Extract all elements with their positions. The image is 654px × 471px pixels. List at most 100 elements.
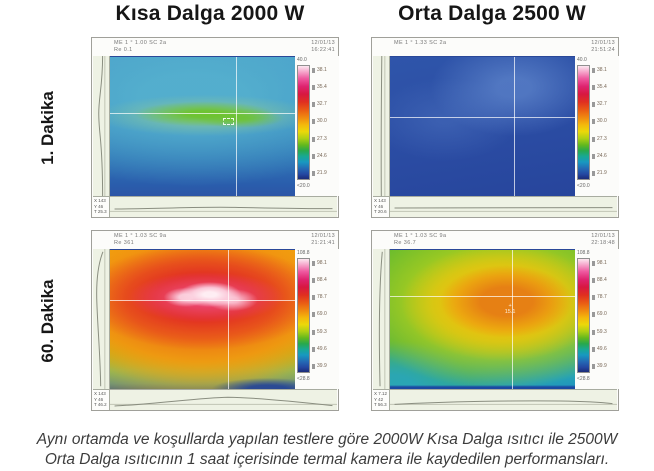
crosshair-vertical-line xyxy=(235,57,237,196)
figure-caption-line2: Orta Dalga ısıtıcının 1 saat içerisinde … xyxy=(44,451,610,468)
color-scale: 40.0 38.1 35.4 32.7 30.0 27.3 24.6 21.9 <20.0 xyxy=(295,56,339,196)
record-date: 12/01/13 xyxy=(311,40,335,46)
cursor-readout-y: Y 46 xyxy=(94,203,104,209)
thermal-image xyxy=(110,249,295,389)
scale-tick-label: 38.1 xyxy=(592,68,618,73)
vertical-profile-curve xyxy=(373,56,389,196)
scale-tick-label: 32.7 xyxy=(592,102,618,108)
vertical-profile-plot xyxy=(93,249,110,389)
scale-tick-label: 98.1 xyxy=(312,261,338,266)
cursor-readout-x: X 143 xyxy=(94,391,106,396)
crosshair-horizontal-line xyxy=(110,300,295,302)
camera-settings-line1: ME 1 ° 1.00 SC 2a xyxy=(114,40,167,46)
cursor-temperature-label: 15.1 xyxy=(505,303,516,315)
cursor-readout-x: X 143 xyxy=(374,198,386,203)
record-date: 12/01/13 xyxy=(591,233,615,239)
scale-tick-label: 24.6 xyxy=(592,153,618,159)
thermal-image xyxy=(390,56,575,196)
camera-settings-line1: ME 1 ° 1.33 SC 2a xyxy=(394,40,447,46)
timestamp-text: 12/01/13 22:18:48 xyxy=(591,233,615,247)
scale-tick-label: 78.7 xyxy=(592,295,618,301)
vertical-profile-plot xyxy=(373,249,390,389)
camera-settings-line1: ME 1 ° 1.03 SC 9a xyxy=(114,233,167,239)
color-scale-bar xyxy=(577,258,590,373)
camera-settings-line2: Re 361 xyxy=(114,240,135,246)
scale-tick-label: 88.4 xyxy=(592,278,618,284)
cursor-readout-box: X 143 Y 46 T 46.2 xyxy=(93,389,110,410)
camera-settings-text: ME 1 ° 1.03 SC 9a Re 36.7 xyxy=(394,233,446,247)
horizontal-profile-curve xyxy=(390,390,617,410)
camera-settings-line2: Re 36.7 xyxy=(394,240,417,246)
scale-max-label: 108.8 xyxy=(297,250,310,256)
scale-max-label: 40.0 xyxy=(297,57,307,63)
cursor-readout-x: X 143 xyxy=(94,198,106,203)
crosshair-vertical-line xyxy=(512,250,514,389)
scale-tick-label: 98.1 xyxy=(592,261,618,266)
horizontal-profile-curve xyxy=(110,197,337,217)
record-time: 21:21:41 xyxy=(311,240,335,246)
timestamp-text: 12/01/13 21:51:24 xyxy=(591,40,615,54)
thermal-panel-orta-dalga-1-dakika: ME 1 ° 1.33 SC 2a 12/01/13 21:51:24 40.0… xyxy=(371,37,619,218)
camera-settings-line1: ME 1 ° 1.03 SC 9a xyxy=(394,233,447,239)
scale-tick-label: 27.3 xyxy=(312,136,338,142)
scale-max-label: 40.0 xyxy=(577,57,587,63)
horizontal-profile-plot xyxy=(110,196,337,217)
horizontal-profile-plot xyxy=(390,389,617,410)
scale-tick-label: 59.3 xyxy=(592,329,618,335)
cursor-readout-box: X 7.12 Y 42 T 56.3 xyxy=(373,389,390,410)
scale-tick-label: 49.6 xyxy=(592,346,618,352)
color-scale: 108.8 98.1 88.4 78.7 69.0 59.3 49.6 39.9 <28.8 xyxy=(575,249,619,389)
record-date: 12/01/13 xyxy=(311,233,335,239)
row-label-60-dakika: 60. Dakika xyxy=(38,279,57,363)
scale-min-label: <20.0 xyxy=(297,183,310,189)
cursor-readout-box: X 143 Y 46 T 25.3 xyxy=(93,196,110,217)
cursor-readout-t: T 25.3 xyxy=(94,209,107,214)
cursor-readout-y: Y 46 xyxy=(94,396,104,402)
scale-min-label: <28.8 xyxy=(297,376,310,382)
scale-tick-labels: 98.1 88.4 78.7 69.0 59.3 49.6 39.9 xyxy=(592,261,618,369)
row-label-1-dakika: 1. Dakika xyxy=(38,91,57,165)
horizontal-profile-plot xyxy=(390,196,617,217)
scale-tick-label: 30.0 xyxy=(592,119,618,125)
figure-caption: Aynı ortamda ve koşullarda yapılan testl… xyxy=(0,430,654,470)
scale-tick-label: 24.6 xyxy=(312,153,338,159)
panel-header: ME 1 ° 1.00 SC 2a Re 0.1 12/01/13 16:22:… xyxy=(92,38,338,56)
scale-tick-label: 32.7 xyxy=(312,102,338,108)
record-time: 16:22:41 xyxy=(311,47,335,53)
figure-caption-line1: Aynı ortamda ve koşullarda yapılan testl… xyxy=(36,431,618,448)
cursor-readout-x: X 7.12 xyxy=(374,391,388,396)
camera-settings-text: ME 1 ° 1.03 SC 9a Re 361 xyxy=(114,233,166,247)
scale-tick-label: 39.9 xyxy=(312,363,338,369)
scale-tick-label: 59.3 xyxy=(312,329,338,335)
vertical-profile-plot xyxy=(373,56,390,196)
color-scale-bar xyxy=(577,65,590,180)
vertical-profile-curve xyxy=(93,249,109,389)
scale-max-label: 108.8 xyxy=(577,250,590,256)
panel-header: ME 1 ° 1.33 SC 2a 12/01/13 21:51:24 xyxy=(372,38,618,56)
scale-tick-label: 69.0 xyxy=(592,312,618,318)
thermal-panel-orta-dalga-60-dakika: ME 1 ° 1.03 SC 9a Re 36.7 12/01/13 22:18… xyxy=(371,230,619,411)
scale-min-label: <28.8 xyxy=(577,376,590,382)
crosshair-horizontal-line xyxy=(110,112,295,114)
scale-tick-labels: 98.1 88.4 78.7 69.0 59.3 49.6 39.9 xyxy=(312,261,338,369)
color-scale-bar xyxy=(297,258,310,373)
horizontal-profile-curve xyxy=(110,390,337,410)
record-time: 22:18:48 xyxy=(591,240,615,246)
record-date: 12/01/13 xyxy=(591,40,615,46)
record-time: 21:51:24 xyxy=(591,47,615,53)
crosshair-vertical-line xyxy=(228,250,230,389)
scale-tick-labels: 38.1 35.4 32.7 30.0 27.3 24.6 21.9 xyxy=(312,68,338,176)
cursor-readout-t: T 56.3 xyxy=(374,402,387,407)
color-scale-bar xyxy=(297,65,310,180)
color-scale: 108.8 98.1 88.4 78.7 69.0 59.3 49.6 39.9 <28.8 xyxy=(295,249,339,389)
column-title-kisa-dalga: Kısa Dalga 2000 W xyxy=(115,2,305,25)
scale-tick-label: 35.4 xyxy=(312,85,338,91)
thermal-panel-kisa-dalga-1-dakika: ME 1 ° 1.00 SC 2a Re 0.1 12/01/13 16:22:… xyxy=(91,37,339,218)
scale-tick-label: 35.4 xyxy=(592,85,618,91)
vertical-profile-curve xyxy=(93,56,109,196)
crosshair-vertical-line xyxy=(513,57,515,196)
scale-tick-label: 21.9 xyxy=(312,170,338,176)
crosshair-horizontal-line xyxy=(390,295,575,297)
scale-tick-label: 78.7 xyxy=(312,295,338,301)
